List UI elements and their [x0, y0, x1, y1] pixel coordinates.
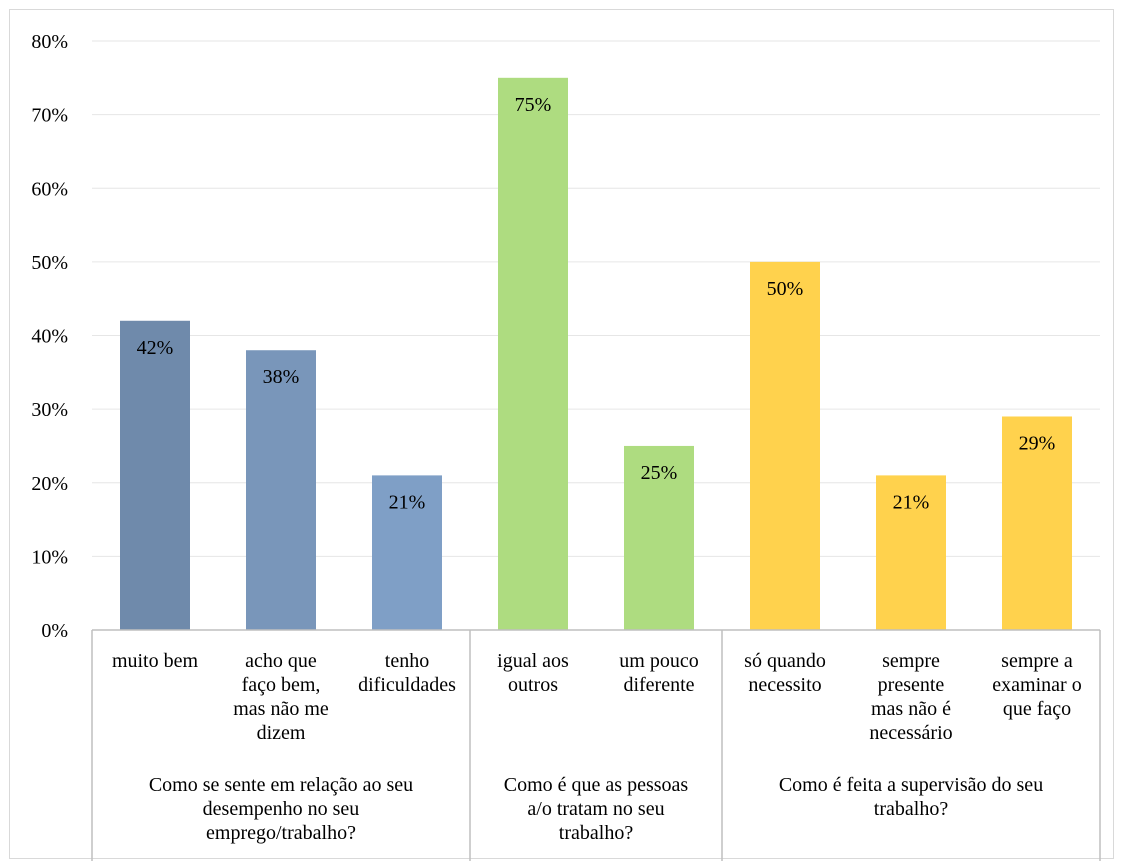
y-tick-label: 10% [31, 546, 68, 568]
group-label: Como é feita a supervisão do seu [779, 774, 1043, 796]
y-tick-label: 50% [31, 252, 68, 274]
bar [246, 350, 316, 630]
y-tick-label: 20% [31, 473, 68, 495]
y-tick-label: 40% [31, 326, 68, 348]
bar [372, 475, 442, 630]
category-label: mas não me [233, 698, 329, 720]
y-tick-label: 70% [31, 105, 68, 127]
bar [120, 320, 190, 630]
category-label: necessito [748, 674, 821, 696]
y-tick-label: 60% [31, 178, 68, 200]
category-label: examinar o [992, 674, 1081, 696]
group-label: trabalho? [874, 798, 949, 820]
category-label: acho que [245, 650, 317, 672]
category-label: mas não é [871, 698, 951, 720]
group-label: trabalho? [559, 822, 634, 844]
group-label: emprego/trabalho? [206, 822, 356, 844]
group-label: Como é que as pessoas [504, 774, 689, 796]
data-label: 29% [1019, 432, 1056, 454]
data-label: 38% [263, 366, 300, 388]
bar [498, 77, 568, 630]
bar [624, 445, 694, 630]
category-label: tenho [385, 650, 429, 672]
data-label: 75% [515, 94, 552, 116]
data-label: 21% [389, 491, 426, 513]
bar [876, 475, 946, 630]
bar [750, 261, 820, 630]
category-label: faço bem, [242, 674, 321, 696]
category-label: sempre [882, 650, 940, 672]
group-label: desempenho no seu [203, 798, 360, 820]
data-label: 50% [767, 278, 804, 300]
data-label: 21% [893, 491, 930, 513]
category-label: sempre a [1001, 650, 1073, 672]
category-label: muito bem [112, 650, 199, 672]
data-label: 42% [137, 337, 174, 359]
category-label: outros [508, 674, 558, 696]
category-label: igual aos [497, 650, 569, 672]
group-label: Como se sente em relação ao seu [149, 774, 413, 796]
y-tick-label: 0% [41, 620, 68, 642]
group-label: a/o tratam no seu [527, 798, 664, 820]
category-label: necessário [869, 722, 952, 744]
category-label: que faço [1003, 698, 1071, 720]
data-label: 25% [641, 462, 678, 484]
category-label: presente [878, 674, 945, 696]
bar [1002, 416, 1072, 630]
category-label: um pouco [619, 650, 698, 672]
category-label: só quando [744, 650, 826, 672]
category-label: diferente [623, 674, 694, 696]
y-tick-label: 80% [31, 31, 68, 53]
category-label: dizem [257, 722, 306, 744]
category-label: dificuldades [358, 674, 456, 696]
y-tick-label: 30% [31, 399, 68, 421]
